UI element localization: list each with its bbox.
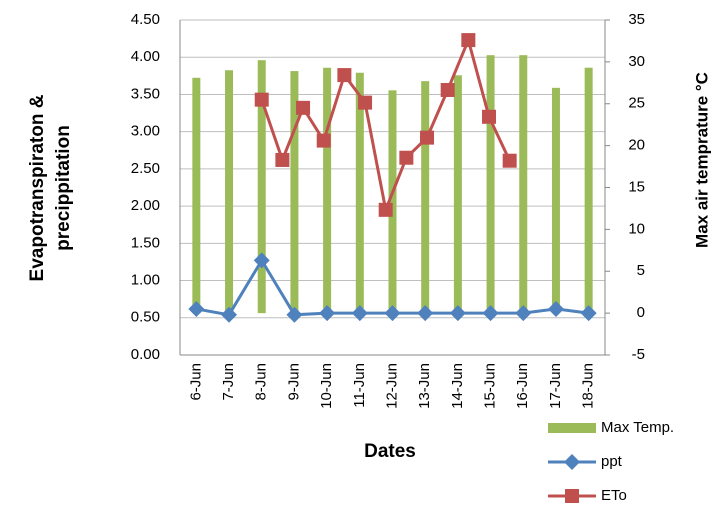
y-tick-label: 0.50 xyxy=(131,309,160,326)
bar xyxy=(421,81,430,314)
y-tick-label: 3.50 xyxy=(131,85,160,102)
x-tick-label: 18-Jun xyxy=(580,363,597,409)
bar xyxy=(519,55,528,314)
y-tick-label: 3.00 xyxy=(131,123,160,140)
y2-tick-label: 20 xyxy=(628,137,645,154)
y-tick-label: 2.00 xyxy=(131,197,160,214)
marker xyxy=(482,305,499,322)
bar xyxy=(257,60,266,314)
x-tick-label: 15-Jun xyxy=(482,363,499,409)
marker xyxy=(449,305,466,322)
marker xyxy=(420,130,435,145)
x-tick-label: 11-Jun xyxy=(351,363,368,408)
marker xyxy=(337,68,352,83)
marker xyxy=(351,305,368,322)
marker xyxy=(417,305,434,322)
marker xyxy=(502,153,517,168)
marker xyxy=(515,305,532,322)
x-tick-label: 13-Jun xyxy=(416,363,433,409)
x-tick-label: 7-Jun xyxy=(220,363,237,401)
marker xyxy=(547,300,564,317)
legend-marker xyxy=(565,489,579,503)
marker xyxy=(358,95,373,110)
marker xyxy=(482,109,497,124)
bar xyxy=(453,75,462,314)
marker xyxy=(440,82,455,97)
bar xyxy=(355,72,364,314)
y2-tick-label: 15 xyxy=(628,178,645,195)
x-tick-label: 9-Jun xyxy=(285,363,302,401)
marker xyxy=(188,300,205,317)
y-tick-label: 4.00 xyxy=(131,48,160,65)
x-tick-label: 14-Jun xyxy=(449,363,466,409)
x-tick-label: 12-Jun xyxy=(383,363,400,409)
y2-tick-label: 10 xyxy=(628,220,645,237)
marker xyxy=(316,133,331,148)
y2-tick-label: 35 xyxy=(628,11,645,28)
y-tick-label: 1.00 xyxy=(131,272,160,289)
bar xyxy=(323,67,332,314)
y-tick-label: 2.50 xyxy=(131,160,160,177)
marker xyxy=(254,92,269,107)
bar xyxy=(192,77,201,314)
y-tick-label: 0.00 xyxy=(131,346,160,363)
marker xyxy=(461,33,476,48)
x-axis-title: Dates xyxy=(364,441,416,462)
bar xyxy=(225,70,234,314)
legend-label: Max Temp. xyxy=(601,419,674,436)
y-tick-label: 1.50 xyxy=(131,234,160,251)
y-tick-label: 4.50 xyxy=(131,11,160,28)
x-tick-label: 17-Jun xyxy=(547,363,564,409)
marker xyxy=(253,252,270,269)
line xyxy=(260,35,512,216)
legend-swatch xyxy=(548,423,596,433)
marker xyxy=(221,306,238,323)
y2-tick-label: 30 xyxy=(628,53,645,70)
x-tick-label: 8-Jun xyxy=(253,363,270,401)
y-axis-title: Evapotranspiraton & xyxy=(27,94,48,281)
y2-tick-label: 0 xyxy=(637,304,645,321)
y-axis-title: precippitation xyxy=(53,125,74,251)
marker xyxy=(319,305,336,322)
bar xyxy=(388,90,397,314)
marker xyxy=(275,152,290,167)
marker xyxy=(296,100,311,115)
y2-axis-title: Max air temprature °C xyxy=(692,72,711,248)
legend-label: ppt xyxy=(601,453,623,470)
y2-tick-label: 5 xyxy=(637,262,645,279)
bar xyxy=(584,67,593,314)
bar xyxy=(486,55,495,314)
marker xyxy=(399,150,414,165)
x-tick-label: 6-Jun xyxy=(187,363,204,401)
marker xyxy=(384,305,401,322)
bar xyxy=(551,87,560,314)
y2-tick-label: 25 xyxy=(628,95,645,112)
marker xyxy=(378,202,393,217)
y2-tick-label: -5 xyxy=(632,346,645,363)
marker xyxy=(286,306,303,323)
legend-marker xyxy=(564,454,580,470)
legend-label: ETo xyxy=(601,487,627,504)
bar xyxy=(290,71,299,314)
marker xyxy=(580,305,597,322)
x-tick-label: 16-Jun xyxy=(514,363,531,409)
x-tick-label: 10-Jun xyxy=(318,363,335,409)
